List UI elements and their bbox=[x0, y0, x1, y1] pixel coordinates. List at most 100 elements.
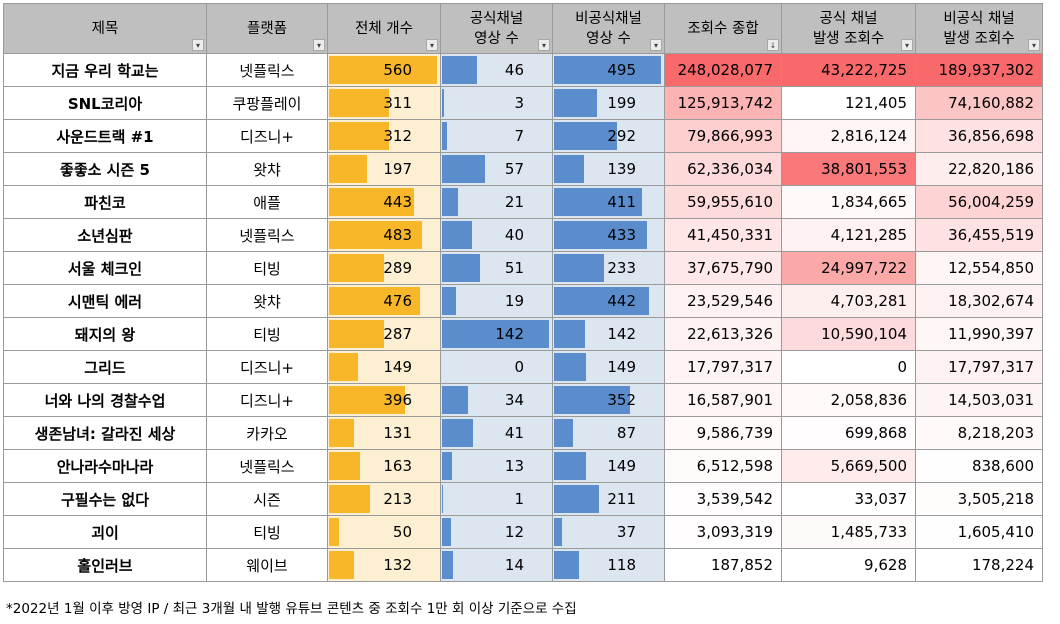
filter-dropdown-icon[interactable]: ▾ bbox=[1028, 39, 1040, 51]
official-value: 57 bbox=[504, 160, 524, 178]
official-cell: 41 bbox=[440, 416, 553, 450]
total-cell: 483 bbox=[327, 218, 441, 252]
official-cell: 14 bbox=[440, 548, 553, 582]
title-cell: 생존남녀: 갈라진 세상 bbox=[3, 416, 207, 450]
title-cell: 홀인러브 bbox=[3, 548, 207, 582]
unofficial-cell: 411 bbox=[552, 185, 665, 219]
title-cell: 파친코 bbox=[3, 185, 207, 219]
official-bar-fill bbox=[442, 89, 445, 117]
total-bar-fill bbox=[329, 188, 415, 216]
official-cell: 3 bbox=[440, 86, 553, 120]
official-views-cell: 2,816,124 bbox=[781, 119, 916, 153]
platform-cell: 카카오 bbox=[206, 416, 328, 450]
unofficial-views-cell: 838,600 bbox=[915, 449, 1043, 483]
unofficial-cell: 149 bbox=[552, 350, 665, 384]
total-bar-fill bbox=[329, 518, 339, 546]
official-value: 13 bbox=[504, 457, 524, 475]
total-cell: 311 bbox=[327, 86, 441, 120]
platform-cell: 왓챠 bbox=[206, 284, 328, 318]
unofficial-value: 139 bbox=[607, 160, 636, 178]
official-cell: 51 bbox=[440, 251, 553, 285]
official-value: 1 bbox=[514, 490, 524, 508]
unofficial-value: 149 bbox=[607, 358, 636, 376]
total-bar-fill bbox=[329, 353, 358, 381]
unofficial-value: 37 bbox=[616, 523, 636, 541]
total-cell: 560 bbox=[327, 53, 441, 87]
table-row: 서울 체크인 티빙 289 51 233 37,675,790 24,997,722 12,5… bbox=[3, 251, 1043, 285]
unofficial-views-cell: 3,505,218 bbox=[915, 482, 1043, 516]
views-cell: 16,587,901 bbox=[664, 383, 782, 417]
official-value: 0 bbox=[514, 358, 524, 376]
filter-dropdown-icon[interactable]: ▾ bbox=[426, 39, 438, 51]
unofficial-views-cell: 56,004,259 bbox=[915, 185, 1043, 219]
platform-cell: 디즈니+ bbox=[206, 383, 328, 417]
filter-dropdown-icon[interactable]: ▾ bbox=[313, 39, 325, 51]
official-bar-fill bbox=[442, 518, 451, 546]
table-row: 소년심판 넷플릭스 483 40 433 41,450,331 4,121,285 36,45… bbox=[3, 218, 1043, 252]
total-value: 197 bbox=[383, 160, 412, 178]
total-value: 131 bbox=[383, 424, 412, 442]
official-cell: 40 bbox=[440, 218, 553, 252]
total-cell: 476 bbox=[327, 284, 441, 318]
unofficial-bar-fill bbox=[554, 89, 597, 117]
unofficial-views-cell: 8,218,203 bbox=[915, 416, 1043, 450]
total-cell: 213 bbox=[327, 482, 441, 516]
official-bar-fill bbox=[442, 452, 452, 480]
total-bar-fill bbox=[329, 386, 406, 414]
platform-cell: 웨이브 bbox=[206, 548, 328, 582]
total-value: 149 bbox=[383, 358, 412, 376]
official-views-cell: 24,997,722 bbox=[781, 251, 916, 285]
title-cell: 너와 나의 경찰수업 bbox=[3, 383, 207, 417]
unofficial-bar-fill bbox=[554, 221, 648, 249]
unofficial-value: 142 bbox=[607, 325, 636, 343]
unofficial-bar-fill bbox=[554, 254, 605, 282]
views-cell: 41,450,331 bbox=[664, 218, 782, 252]
official-views-cell: 43,222,725 bbox=[781, 53, 916, 87]
unofficial-bar-fill bbox=[554, 122, 617, 150]
unofficial-cell: 118 bbox=[552, 548, 665, 582]
official-value: 142 bbox=[495, 325, 524, 343]
official-bar-fill bbox=[442, 386, 468, 414]
official-cell: 34 bbox=[440, 383, 553, 417]
unofficial-bar-fill bbox=[554, 188, 643, 216]
header-official: 공식채널 영상 수 ▾ bbox=[440, 3, 553, 54]
header-official-views: 공식 채널 발생 조회수 ▾ bbox=[781, 3, 916, 54]
official-bar-fill bbox=[442, 221, 473, 249]
views-cell: 6,512,598 bbox=[664, 449, 782, 483]
total-value: 287 bbox=[383, 325, 412, 343]
total-cell: 131 bbox=[327, 416, 441, 450]
filter-dropdown-icon[interactable]: ▾ bbox=[650, 39, 662, 51]
official-value: 12 bbox=[504, 523, 524, 541]
table-row: 안나라수마나라 넷플릭스 163 13 149 6,512,598 5,669,500 838… bbox=[3, 449, 1043, 483]
total-value: 476 bbox=[383, 292, 412, 310]
official-views-cell: 699,868 bbox=[781, 416, 916, 450]
views-cell: 3,093,319 bbox=[664, 515, 782, 549]
unofficial-value: 433 bbox=[607, 226, 636, 244]
platform-cell: 쿠팡플레이 bbox=[206, 86, 328, 120]
official-value: 41 bbox=[504, 424, 524, 442]
total-bar-fill bbox=[329, 452, 361, 480]
unofficial-views-cell: 74,160,882 bbox=[915, 86, 1043, 120]
official-value: 46 bbox=[504, 61, 524, 79]
total-value: 560 bbox=[383, 61, 412, 79]
total-cell: 443 bbox=[327, 185, 441, 219]
unofficial-value: 442 bbox=[607, 292, 636, 310]
filter-dropdown-icon[interactable]: ▾ bbox=[901, 39, 913, 51]
platform-cell: 넷플릭스 bbox=[206, 218, 328, 252]
sort-desc-icon[interactable]: ↓ bbox=[767, 39, 779, 51]
filter-dropdown-icon[interactable]: ▾ bbox=[192, 39, 204, 51]
unofficial-cell: 149 bbox=[552, 449, 665, 483]
official-views-cell: 2,058,836 bbox=[781, 383, 916, 417]
platform-cell: 왓챠 bbox=[206, 152, 328, 186]
unofficial-views-cell: 18,302,674 bbox=[915, 284, 1043, 318]
header-total: 전체 개수 ▾ bbox=[327, 3, 441, 54]
filter-dropdown-icon[interactable]: ▾ bbox=[538, 39, 550, 51]
views-cell: 62,336,034 bbox=[664, 152, 782, 186]
header-title: 제목 ▾ bbox=[3, 3, 207, 54]
table-row: 사운드트랙 #1 디즈니+ 312 7 292 79,866,993 2,816,124 36… bbox=[3, 119, 1043, 153]
unofficial-cell: 495 bbox=[552, 53, 665, 87]
table-row: 시맨틱 에러 왓챠 476 19 442 23,529,546 4,703,281 18,30… bbox=[3, 284, 1043, 318]
unofficial-value: 118 bbox=[607, 556, 636, 574]
unofficial-bar-fill bbox=[554, 551, 580, 579]
title-cell: 좋좋소 시즌 5 bbox=[3, 152, 207, 186]
